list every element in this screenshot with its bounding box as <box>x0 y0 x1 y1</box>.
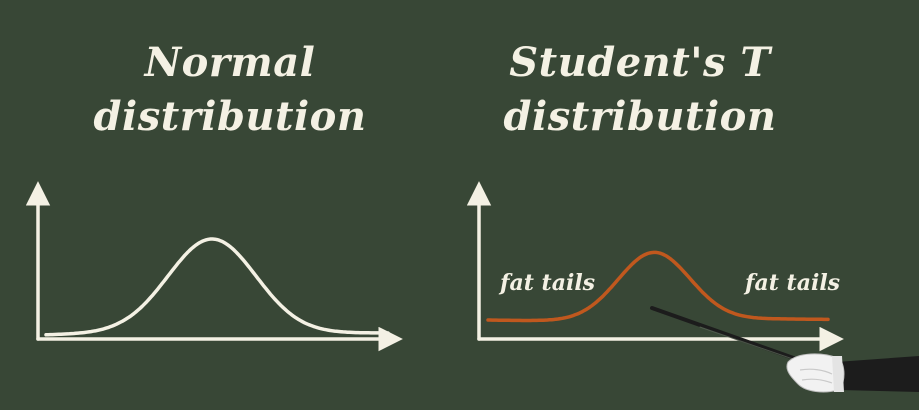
student-t-title-line2: distribution <box>503 93 777 140</box>
glove-finger-line-2 <box>801 378 833 384</box>
student-t-distribution-title: Student's T distribution <box>495 36 785 144</box>
normal-title-line1: Normal <box>144 39 316 86</box>
student-t-axes <box>466 181 844 352</box>
glove-cuff <box>832 356 844 392</box>
student-t-title-line1: Student's T <box>509 39 771 86</box>
normal-curve <box>44 237 390 337</box>
sleeve-shape <box>836 356 919 392</box>
fat-tails-label-left: fat tails <box>498 270 595 296</box>
normal-distribution-title: Normal distribution <box>80 36 380 144</box>
glove-finger-line <box>799 368 833 375</box>
fat-tails-label-right: fat tails <box>743 270 840 296</box>
normal-axes <box>25 181 403 352</box>
student-t-curve <box>486 250 830 323</box>
normal-title-line2: distribution <box>93 93 367 140</box>
pointer-hand-icon <box>650 306 919 393</box>
